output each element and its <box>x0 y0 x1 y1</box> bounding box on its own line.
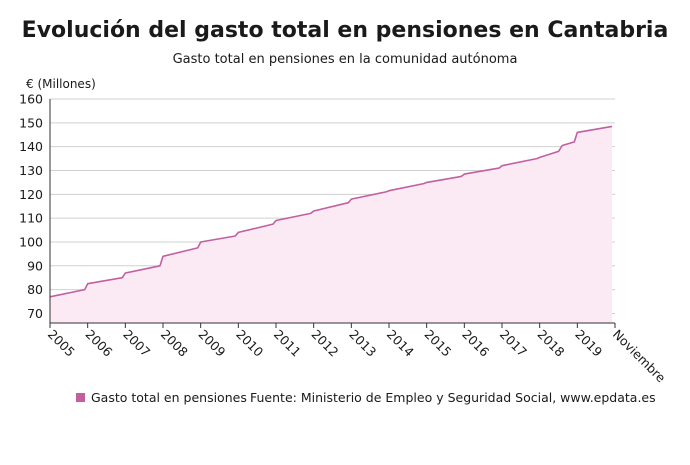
y-tick-label: 120 <box>19 187 43 202</box>
y-tick-label: 90 <box>27 258 43 273</box>
x-tick-label: 2008 <box>158 327 191 360</box>
chart-subtitle: Gasto total en pensiones en la comunidad… <box>172 52 518 67</box>
x-tick-label: 2010 <box>233 327 266 360</box>
legend-swatch <box>76 393 85 402</box>
y-tick-label: 70 <box>27 306 43 321</box>
x-tick-label: 2015 <box>422 327 455 360</box>
y-tick-label: 110 <box>19 211 43 226</box>
x-tick-label: 2009 <box>196 327 229 360</box>
y-axis-label: € (Millones) <box>26 77 96 91</box>
legend: Gasto total en pensiones <box>76 390 247 405</box>
source-note: Fuente: Ministerio de Empleo y Seguridad… <box>250 390 656 405</box>
y-tick-label: 100 <box>19 234 43 249</box>
x-tick-label: 2013 <box>346 327 379 360</box>
x-tick-label: 2006 <box>83 327 116 360</box>
x-tick-label: 2011 <box>271 327 304 360</box>
x-tick-label: 2012 <box>309 327 342 360</box>
x-tick-label: 2014 <box>384 327 417 360</box>
x-tick-label: Noviembre <box>610 327 669 386</box>
x-tick-label: 2017 <box>497 327 530 360</box>
x-tick-label: 2018 <box>535 327 568 360</box>
x-tick-label: 2007 <box>120 327 153 360</box>
series-line <box>49 125 613 298</box>
series-area <box>50 126 612 324</box>
y-tick-label: 130 <box>19 163 43 178</box>
y-tick-label: 160 <box>19 92 43 107</box>
x-tick-label: 2005 <box>45 327 78 360</box>
x-tick-label: 2019 <box>572 327 605 360</box>
chart-title: Evolución del gasto total en pensiones e… <box>21 18 669 43</box>
x-tick-label: 2016 <box>459 327 492 360</box>
legend-label: Gasto total en pensiones <box>91 390 247 405</box>
y-tick-label: 140 <box>19 139 43 154</box>
y-tick-label: 80 <box>27 282 43 297</box>
y-tick-label: 150 <box>19 115 43 130</box>
